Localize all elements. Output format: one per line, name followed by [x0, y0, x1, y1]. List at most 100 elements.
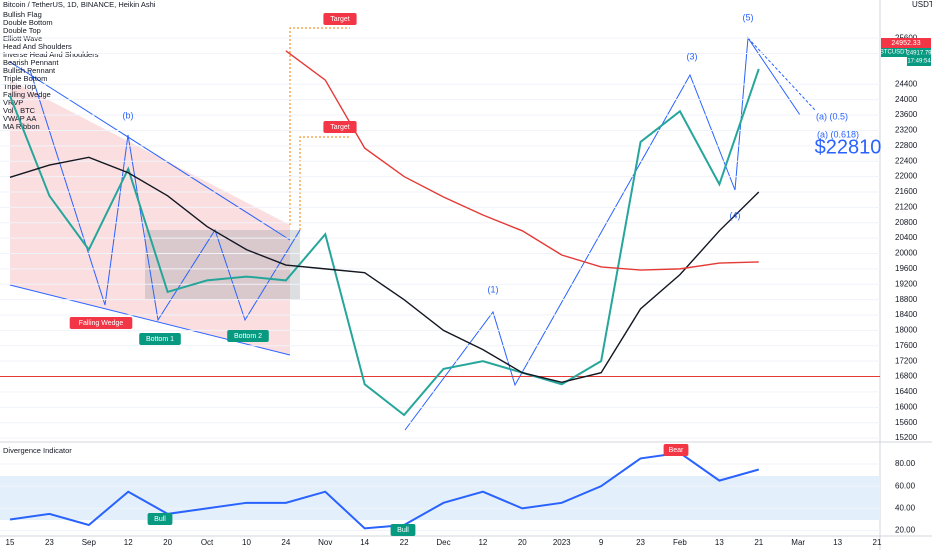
indicator-band: [0, 476, 880, 520]
annotation-tag: [227, 330, 269, 342]
x-tick-label: Sep: [82, 538, 97, 547]
x-tick-label: 20: [518, 538, 527, 547]
x-tick-label: 14: [360, 538, 369, 547]
double-bottom: [145, 230, 300, 300]
x-tick-label: 22: [400, 538, 409, 547]
wedge-line: [9, 61, 291, 241]
y-tick-label: 15600: [895, 418, 918, 427]
x-tick-label: 13: [833, 538, 842, 547]
x-tick-label: 9: [599, 538, 604, 547]
indicator-name: Bullish Pennant: [3, 66, 56, 75]
price-tag: [881, 38, 931, 48]
x-tick-label: Mar: [791, 538, 805, 547]
x-tick-label: 23: [636, 538, 645, 547]
y-tick-label: 18400: [895, 310, 918, 319]
y-tick-label: 24000: [895, 95, 918, 104]
annotation-text: (4): [730, 210, 741, 220]
y-tick-label: 40.00: [895, 503, 916, 512]
y-tick-label: 19200: [895, 279, 918, 288]
indicator-name: Inverse Head And Shoulders: [3, 50, 99, 59]
annotation-text: (1): [488, 284, 499, 294]
indicator-name: Bullish Flag: [3, 10, 42, 19]
x-tick-label: 2023: [553, 538, 571, 547]
wave-line: [29, 69, 301, 322]
y-tick-label: 22800: [895, 141, 918, 150]
indicator-name: Double Bottom: [3, 18, 53, 27]
indicator-name: Triple Top: [3, 82, 36, 91]
indicator-name: Vol · BTC: [3, 106, 36, 115]
x-tick-label: 12: [478, 538, 487, 547]
series-line: [9, 68, 760, 417]
y-tick-label: 21600: [895, 187, 918, 196]
indicator-name: Head And Shoulders: [3, 42, 72, 51]
y-tick-label: 17600: [895, 341, 918, 350]
annotation-text: Target: [330, 124, 350, 131]
x-tick-label: 21: [754, 538, 763, 547]
annotation-text: Falling Wedge: [79, 320, 124, 327]
countdown: 17:49:54: [907, 59, 931, 65]
y-tick-label: 60.00: [895, 481, 916, 490]
series-line: [9, 451, 760, 530]
x-tick-label: 12: [124, 538, 133, 547]
y-tick-label: 24400: [895, 79, 918, 88]
series-line: [9, 156, 760, 384]
x-tick-label: Nov: [318, 538, 332, 547]
indicator-name: Bearish Pennant: [3, 58, 59, 67]
y-tick-label: 16800: [895, 372, 918, 381]
y-tick-label: 80.00: [895, 459, 916, 468]
annotation-tag: [663, 444, 689, 456]
series-line: [285, 50, 759, 271]
y-tick-label: 18800: [895, 295, 918, 304]
y-tick-label: 16400: [895, 387, 918, 396]
annotation-tag: [139, 333, 181, 345]
annotation-text: Bottom 2: [234, 333, 262, 340]
y-tick-label: 17200: [895, 356, 918, 365]
annotation-text: (a) (0.5): [816, 111, 848, 121]
annotation-text: Bull: [154, 516, 166, 523]
x-tick-label: 20: [163, 538, 172, 547]
y-tick-label: 19600: [895, 264, 918, 273]
annotation-text: $22810: [815, 136, 882, 158]
annotation-text: Bear: [669, 447, 684, 454]
x-tick-label: Feb: [673, 538, 687, 547]
x-tick-label: 21: [873, 538, 882, 547]
indicator-name: Falling Wedge: [3, 90, 51, 99]
y-tick-label: 18000: [895, 326, 918, 335]
price: 24952.33: [891, 40, 920, 47]
annotation-tag: [323, 121, 357, 133]
currency: USDT: [912, 0, 932, 9]
annotation-tag: [390, 524, 416, 536]
y-tick-label: 15200: [895, 433, 918, 442]
indicator-name: Double Top: [3, 26, 41, 35]
y-tick-label: 20400: [895, 233, 918, 242]
y-tick-label: 21200: [895, 202, 918, 211]
chart-title: Bitcoin / TetherUS, 1D, BINANCE, Heikin …: [3, 0, 156, 9]
y-tick-label: 25600: [895, 33, 918, 42]
y-tick-label: 16000: [895, 402, 918, 411]
annotation-text: (a) (0.618): [817, 129, 859, 139]
last-tag: [907, 48, 931, 66]
annotation-text: Target: [330, 16, 350, 23]
y-tick-label: 20000: [895, 249, 918, 258]
annotation-text: Bull: [397, 527, 409, 534]
x-tick-label: 23: [45, 538, 54, 547]
target-line: [299, 136, 350, 230]
x-tick-label: Oct: [201, 538, 214, 547]
target-line: [289, 27, 350, 225]
symbol-tag: [881, 47, 907, 57]
x-tick-label: 10: [242, 538, 251, 547]
wedge-line: [9, 284, 291, 356]
y-tick-label: 23200: [895, 126, 918, 135]
annotation-text: (3): [687, 51, 698, 61]
indicator-title: Divergence Indicator: [3, 446, 72, 455]
indicator-name: Triple Bottom: [3, 74, 47, 83]
x-tick-label: 15: [6, 538, 15, 547]
y-tick-label: 22400: [895, 156, 918, 165]
falling-wedge: [10, 80, 290, 355]
last-price: 24917.79: [906, 51, 932, 57]
projection: [747, 37, 816, 111]
annotation-text: (b): [123, 110, 134, 120]
x-tick-label: 24: [281, 538, 290, 547]
y-tick-label: 22000: [895, 172, 918, 181]
